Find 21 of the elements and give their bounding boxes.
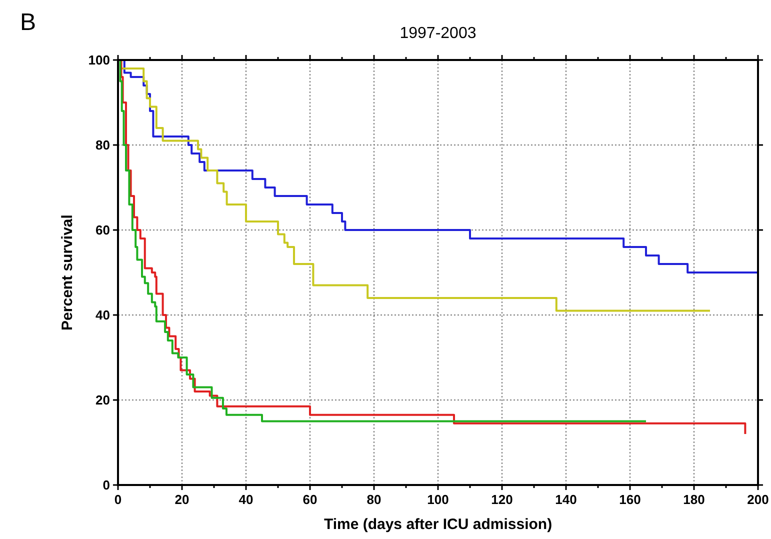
y-tick-label: 0 bbox=[102, 478, 110, 492]
x-tick-label: 40 bbox=[238, 492, 254, 507]
y-tick-label: 40 bbox=[96, 308, 110, 322]
x-tick-label: 100 bbox=[427, 492, 449, 507]
x-tick-label: 20 bbox=[174, 492, 190, 507]
x-tick-label: 0 bbox=[114, 492, 122, 507]
y-tick-label: 80 bbox=[96, 138, 110, 152]
y-tick-label: 100 bbox=[88, 52, 110, 68]
text: B bbox=[20, 9, 36, 36]
y-tick-label: 20 bbox=[96, 392, 110, 408]
y-tick-label: 60 bbox=[96, 222, 110, 238]
x-tick-label: 200 bbox=[747, 492, 769, 507]
x-tick-label: 160 bbox=[619, 492, 641, 507]
x-tick-label: 60 bbox=[302, 492, 318, 507]
chart-title: 1997-2003 bbox=[400, 25, 476, 42]
x-tick-label: 80 bbox=[366, 492, 382, 507]
x-tick-label: 120 bbox=[491, 492, 513, 507]
y-axis-title: Percent survival bbox=[59, 214, 76, 330]
x-tick-label: 140 bbox=[555, 492, 577, 507]
x-tick-label: 180 bbox=[683, 492, 705, 507]
x-axis-title: Time (days after ICU admission) bbox=[324, 516, 552, 533]
